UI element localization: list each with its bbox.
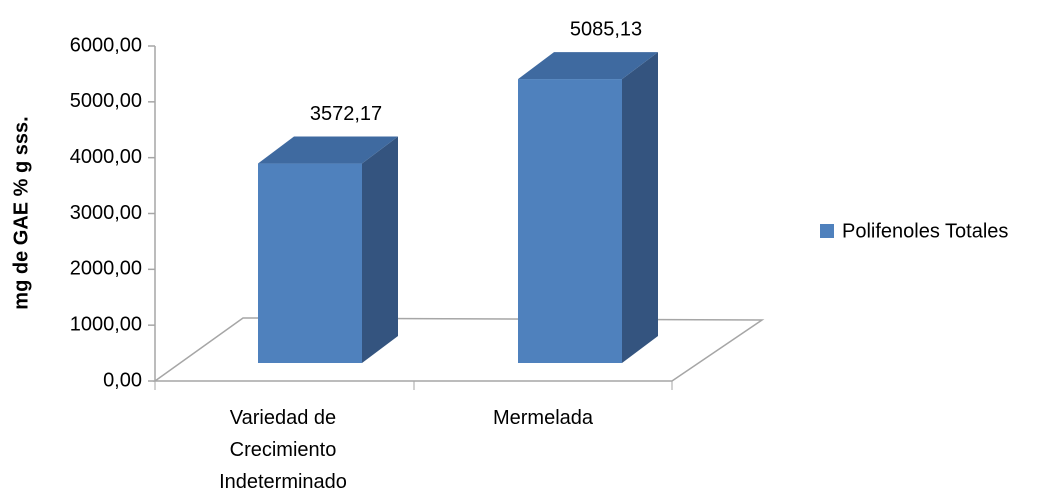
legend-swatch bbox=[820, 224, 834, 238]
x-tick-label: Mermelada bbox=[492, 407, 594, 429]
bar-side bbox=[362, 136, 398, 363]
y-tick-label: 4000,00 bbox=[70, 146, 142, 168]
y-tick-label: 2000,00 bbox=[70, 258, 142, 280]
y-tick-label: 6000,00 bbox=[70, 34, 142, 56]
legend-label: Polifenoles Totales bbox=[842, 220, 1008, 242]
bar-side bbox=[622, 52, 658, 364]
bar-top bbox=[518, 52, 658, 80]
y-tick-label: 0,00 bbox=[103, 369, 142, 391]
data-label: 3572,17 bbox=[310, 103, 382, 125]
floor bbox=[152, 317, 765, 382]
bar-top bbox=[258, 136, 398, 164]
y-axis-title: mg de GAE % g sss. bbox=[10, 116, 32, 309]
y-tick-label: 5000,00 bbox=[70, 90, 142, 112]
bar bbox=[518, 79, 622, 364]
x-tick-label: Variedad de Crecimiento Indeterminado bbox=[219, 407, 347, 491]
bar bbox=[258, 163, 362, 363]
data-label: 5085,13 bbox=[570, 18, 642, 40]
y-tick-label: 1000,00 bbox=[70, 313, 142, 335]
y-tick-label: 3000,00 bbox=[70, 202, 142, 224]
